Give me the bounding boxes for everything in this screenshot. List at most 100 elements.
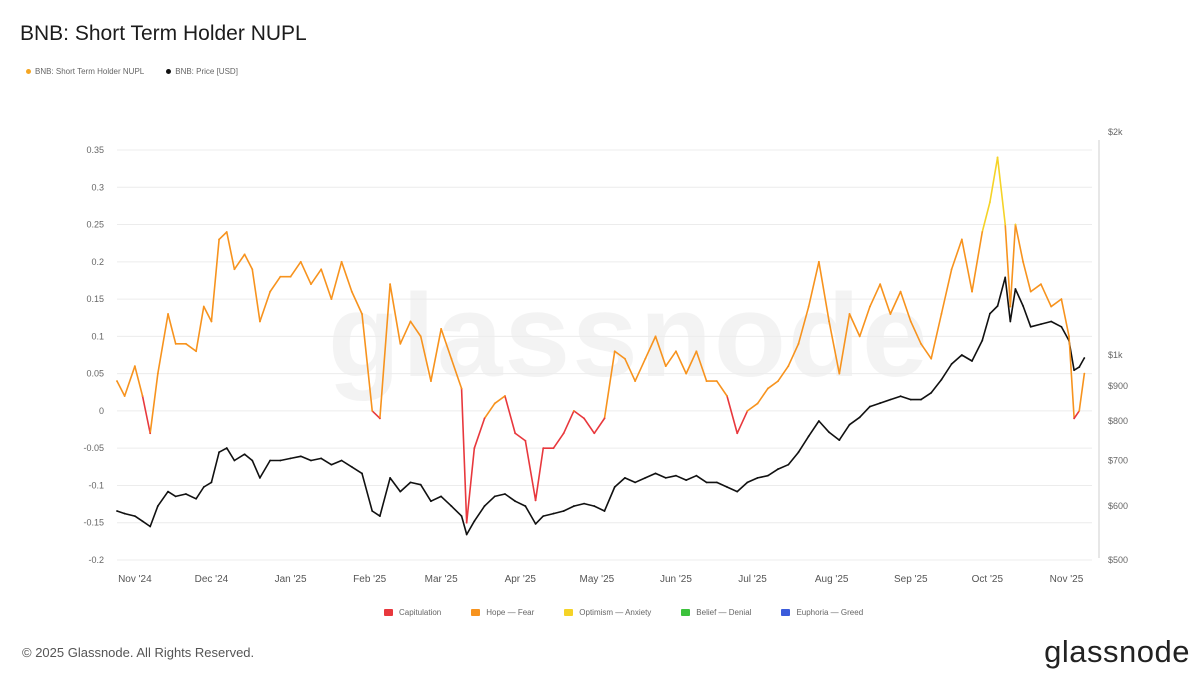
nupl-point bbox=[879, 283, 882, 286]
nupl-point bbox=[1060, 298, 1063, 300]
nupl-series-segment bbox=[1009, 223, 1017, 308]
nupl-series-segment bbox=[389, 283, 402, 345]
y-left-tick-label: 0.2 bbox=[91, 257, 104, 267]
nupl-point bbox=[552, 447, 555, 450]
nupl-point bbox=[695, 350, 698, 353]
nupl-series-segment bbox=[838, 313, 851, 375]
nupl-point bbox=[310, 283, 312, 286]
nupl-series-segment bbox=[726, 395, 739, 435]
zone-capitulation[interactable]: Capitulation bbox=[384, 608, 441, 617]
nupl-series-segment bbox=[1029, 283, 1042, 293]
nupl-series-segment bbox=[613, 350, 626, 360]
nupl-series-segment bbox=[573, 410, 585, 420]
legend-item-nupl[interactable]: BNB: Short Term Holder NUPL bbox=[26, 67, 144, 76]
nupl-series-segment bbox=[440, 328, 453, 360]
nupl-point bbox=[828, 320, 831, 323]
nupl-point bbox=[950, 268, 953, 271]
y-right-tick-label: $2k bbox=[1108, 127, 1123, 137]
price-point bbox=[838, 439, 841, 441]
price-point bbox=[695, 474, 698, 477]
price-point bbox=[378, 515, 381, 518]
nupl-point bbox=[289, 275, 292, 278]
nupl-point bbox=[419, 335, 422, 338]
nupl-point bbox=[1014, 223, 1017, 226]
price-point bbox=[644, 476, 647, 479]
x-tick-label: Nov '25 bbox=[1050, 574, 1084, 585]
top-legend: BNB: Short Term Holder NUPL BNB: Price [… bbox=[26, 67, 238, 76]
nupl-point bbox=[389, 283, 392, 286]
nupl-point bbox=[123, 395, 126, 397]
price-point bbox=[330, 463, 333, 466]
nupl-series-segment bbox=[746, 402, 759, 412]
nupl-series-segment bbox=[514, 432, 527, 442]
legend-item-price[interactable]: BNB: Price [USD] bbox=[166, 67, 238, 76]
nupl-series-segment bbox=[210, 238, 220, 323]
y-left-tick-label: 0.25 bbox=[86, 220, 104, 230]
nupl-point bbox=[624, 357, 626, 360]
price-point bbox=[233, 459, 236, 462]
nupl-series-segment bbox=[460, 387, 468, 524]
nupl-point bbox=[797, 342, 800, 345]
capitulation-swatch-icon bbox=[384, 609, 393, 616]
nupl-series-segment bbox=[644, 335, 657, 360]
nupl-series-segment bbox=[504, 395, 516, 435]
nupl-point bbox=[715, 380, 718, 382]
price-point bbox=[504, 493, 506, 495]
nupl-point bbox=[440, 328, 443, 330]
zone-euphoria-greed[interactable]: Euphoria — Greed bbox=[781, 608, 863, 617]
price-point bbox=[807, 435, 810, 438]
price-point bbox=[685, 479, 688, 482]
y-right-tick-label: $500 bbox=[1108, 555, 1128, 565]
price-point bbox=[299, 455, 302, 458]
nupl-point bbox=[1029, 290, 1032, 293]
nupl-point bbox=[603, 417, 606, 420]
nupl-series-segment bbox=[552, 432, 565, 449]
nupl-series-segment bbox=[624, 357, 636, 382]
nupl-point bbox=[654, 335, 657, 338]
nupl-point bbox=[1022, 260, 1024, 263]
price-point bbox=[603, 510, 606, 512]
nupl-series-segment bbox=[818, 261, 830, 323]
nupl-series-segment bbox=[289, 261, 302, 278]
price-point bbox=[389, 476, 392, 479]
x-tick-label: Sep '25 bbox=[894, 574, 928, 585]
price-point bbox=[1050, 320, 1053, 323]
price-point bbox=[787, 463, 790, 466]
x-tick-label: Jul '25 bbox=[738, 574, 767, 585]
price-point bbox=[634, 481, 637, 484]
price-point bbox=[430, 500, 432, 503]
nupl-series-segment bbox=[603, 350, 616, 420]
nupl-series-segment bbox=[1060, 298, 1070, 338]
zone-label: Capitulation bbox=[399, 608, 442, 617]
nupl-point bbox=[460, 387, 463, 390]
y-left-tick-label: -0.2 bbox=[88, 555, 104, 565]
price-point bbox=[1022, 305, 1024, 307]
zone-optimism-anxiety[interactable]: Optimism — Anxiety bbox=[564, 608, 651, 617]
price-point bbox=[1014, 288, 1017, 290]
zone-belief-denial[interactable]: Belief — Denial bbox=[681, 608, 751, 617]
price-point bbox=[981, 339, 984, 342]
nupl-point bbox=[909, 320, 912, 323]
nupl-point bbox=[330, 298, 333, 300]
nupl-point bbox=[156, 372, 159, 375]
nupl-point bbox=[705, 380, 708, 382]
price-point bbox=[989, 312, 991, 315]
nupl-series-segment bbox=[1004, 223, 1012, 308]
y-left-tick-label: 0.05 bbox=[86, 369, 104, 379]
nupl-point bbox=[817, 260, 820, 263]
nupl-point bbox=[542, 447, 545, 450]
zone-hope-fear[interactable]: Hope — Fear bbox=[471, 608, 534, 617]
price-point bbox=[879, 402, 882, 404]
nupl-series-segment bbox=[889, 290, 902, 315]
nupl-series-segment bbox=[562, 410, 575, 435]
nupl-series-segment bbox=[299, 261, 312, 285]
nupl-series-segment bbox=[593, 417, 606, 435]
price-point bbox=[289, 457, 292, 460]
nupl-point bbox=[664, 365, 667, 368]
nupl-series-segment bbox=[141, 395, 151, 435]
price-point bbox=[705, 481, 708, 484]
nupl-series-segment bbox=[971, 231, 984, 293]
chart-title: BNB: Short Term Holder NUPL bbox=[20, 22, 307, 45]
nupl-point bbox=[756, 402, 759, 405]
nupl-series-segment bbox=[930, 313, 943, 360]
